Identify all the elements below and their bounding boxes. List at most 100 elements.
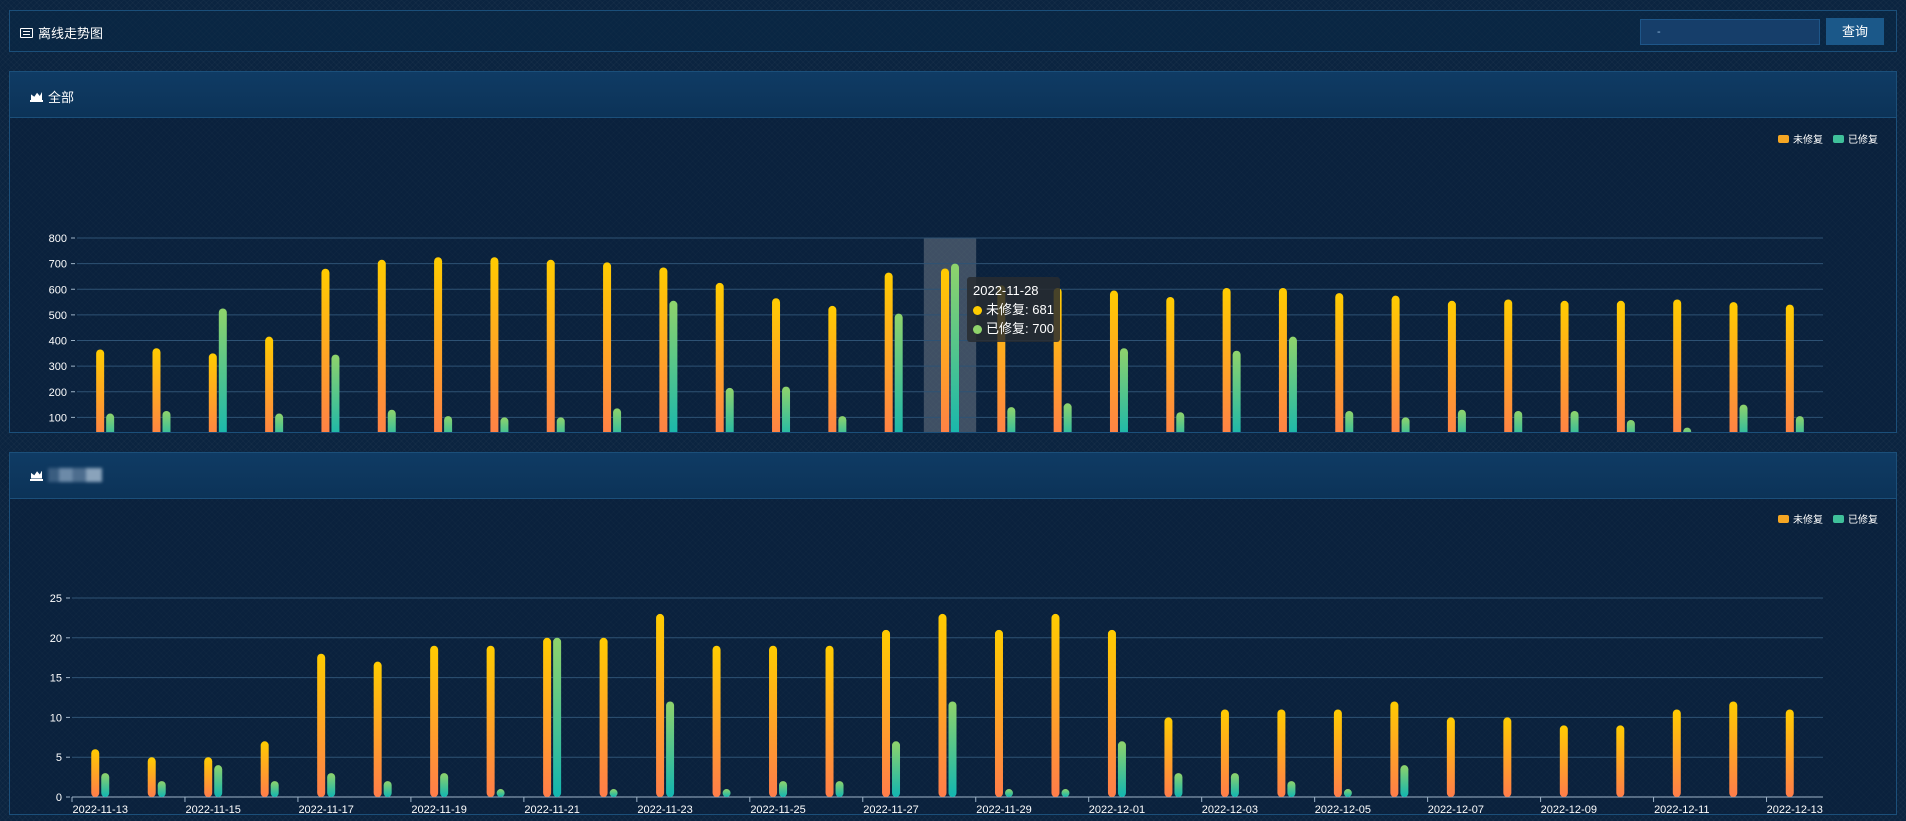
bar-repaired[interactable] [1063, 403, 1072, 432]
bar-unrepaired[interactable] [769, 645, 778, 797]
bar-repaired[interactable] [948, 701, 957, 797]
bar-unrepaired[interactable] [260, 741, 269, 797]
bar-unrepaired[interactable] [715, 282, 724, 432]
bar-repaired[interactable] [1401, 417, 1410, 432]
bar-repaired[interactable] [1457, 409, 1466, 432]
legend-item-repaired[interactable]: 已修复 [1833, 131, 1878, 146]
bar-repaired[interactable] [1119, 348, 1128, 432]
bar-repaired[interactable] [1795, 416, 1804, 432]
bar-repaired[interactable] [1004, 789, 1013, 797]
bar-repaired[interactable] [613, 408, 622, 432]
bar-repaired[interactable] [101, 773, 110, 797]
bar-repaired[interactable] [440, 773, 449, 797]
bar-unrepaired[interactable] [490, 257, 499, 432]
bar-unrepaired[interactable] [938, 613, 947, 797]
bar-unrepaired[interactable] [884, 272, 893, 432]
bar-unrepaired[interactable] [1616, 300, 1625, 432]
bar-repaired[interactable] [387, 409, 396, 432]
bar-chart[interactable]: 0 5 10 15 20 25 2022-11-13 2022-11-15 2022-11-17… [10, 499, 1896, 814]
bar-repaired[interactable] [722, 789, 731, 797]
bar-repaired[interactable] [1232, 350, 1241, 432]
bar-unrepaired[interactable] [321, 268, 330, 432]
bar-unrepaired[interactable] [373, 661, 382, 797]
bar-repaired[interactable] [1230, 773, 1239, 797]
bar-repaired[interactable] [669, 300, 678, 432]
bar-repaired[interactable] [1061, 789, 1070, 797]
bar-unrepaired[interactable] [603, 262, 612, 432]
bar-repaired[interactable] [782, 386, 791, 432]
bar-repaired[interactable] [1343, 789, 1352, 797]
bar-unrepaired[interactable] [1559, 725, 1568, 797]
bar-repaired[interactable] [835, 781, 844, 797]
bar-unrepaired[interactable] [1278, 287, 1287, 432]
bar-unrepaired[interactable] [1672, 709, 1681, 797]
bar-repaired[interactable] [106, 413, 115, 432]
bar-repaired[interactable] [162, 410, 171, 432]
bar-unrepaired[interactable] [1109, 290, 1118, 432]
bar-unrepaired[interactable] [1729, 701, 1738, 797]
bar-repaired[interactable] [214, 765, 223, 797]
bar-unrepaired[interactable] [543, 637, 552, 797]
bar-unrepaired[interactable] [1560, 300, 1569, 432]
query-button[interactable]: 查询 [1826, 18, 1884, 45]
bar-unrepaired[interactable] [994, 629, 1003, 797]
bar-unrepaired[interactable] [1166, 296, 1175, 432]
bar-unrepaired[interactable] [91, 749, 100, 797]
bar-repaired[interactable] [157, 781, 166, 797]
bar-unrepaired[interactable] [1446, 717, 1455, 797]
bar-repaired[interactable] [894, 313, 903, 432]
bar-unrepaired[interactable] [772, 298, 781, 432]
bar-repaired[interactable] [327, 773, 336, 797]
bar-unrepaired[interactable] [659, 267, 668, 432]
legend-item-unrepaired[interactable]: 未修复 [1778, 131, 1823, 146]
bar-unrepaired[interactable] [1503, 717, 1512, 797]
bar-unrepaired[interactable] [1616, 725, 1625, 797]
bar-unrepaired[interactable] [1504, 299, 1513, 433]
bar-unrepaired[interactable] [1785, 709, 1794, 797]
bar-unrepaired[interactable] [486, 645, 495, 797]
bar-repaired[interactable] [1117, 741, 1126, 797]
bar-repaired[interactable] [1174, 773, 1183, 797]
bar-repaired[interactable] [1288, 336, 1297, 432]
bar-repaired[interactable] [444, 416, 453, 432]
bar-repaired[interactable] [383, 781, 392, 797]
bar-unrepaired[interactable] [1673, 299, 1682, 433]
bar-repaired[interactable] [666, 701, 675, 797]
bar-unrepaired[interactable] [377, 259, 386, 432]
bar-unrepaired[interactable] [147, 757, 156, 797]
bar-unrepaired[interactable] [882, 629, 891, 797]
bar-unrepaired[interactable] [1220, 709, 1229, 797]
bar-repaired[interactable] [725, 387, 734, 432]
bar-unrepaired[interactable] [941, 268, 949, 432]
bar-unrepaired[interactable] [430, 645, 439, 797]
bar-repaired[interactable] [1345, 410, 1354, 432]
bar-unrepaired[interactable] [208, 353, 217, 432]
bar-repaired[interactable] [218, 308, 227, 432]
bar-repaired[interactable] [1007, 407, 1016, 432]
bar-repaired[interactable] [1626, 419, 1635, 432]
bar-repaired[interactable] [1287, 781, 1296, 797]
bar-unrepaired[interactable] [1391, 295, 1400, 432]
bar-repaired[interactable] [951, 263, 959, 432]
bar-unrepaired[interactable] [1729, 302, 1738, 432]
bar-unrepaired[interactable] [1164, 717, 1173, 797]
bar-repaired[interactable] [331, 354, 340, 432]
bar-repaired[interactable] [779, 781, 788, 797]
bar-unrepaired[interactable] [434, 257, 443, 432]
legend-item-unrepaired[interactable]: 未修复 [1778, 511, 1823, 526]
bar-repaired[interactable] [270, 781, 279, 797]
bar-repaired[interactable] [553, 637, 562, 797]
bar-repaired[interactable] [892, 741, 901, 797]
bar-chart[interactable]: 01002003004005006007008002022-11-132022-… [10, 118, 1896, 432]
bar-unrepaired[interactable] [1107, 629, 1116, 797]
bar-unrepaired[interactable] [1447, 300, 1456, 432]
bar-repaired[interactable] [556, 417, 565, 432]
bar-repaired[interactable] [609, 789, 618, 797]
bar-repaired[interactable] [275, 413, 284, 432]
bar-unrepaired[interactable] [1333, 709, 1342, 797]
bar-unrepaired[interactable] [1222, 287, 1231, 432]
bar-repaired[interactable] [1514, 410, 1523, 432]
bar-repaired[interactable] [1176, 412, 1185, 432]
bar-repaired[interactable] [496, 789, 505, 797]
bar-unrepaired[interactable] [96, 349, 105, 432]
